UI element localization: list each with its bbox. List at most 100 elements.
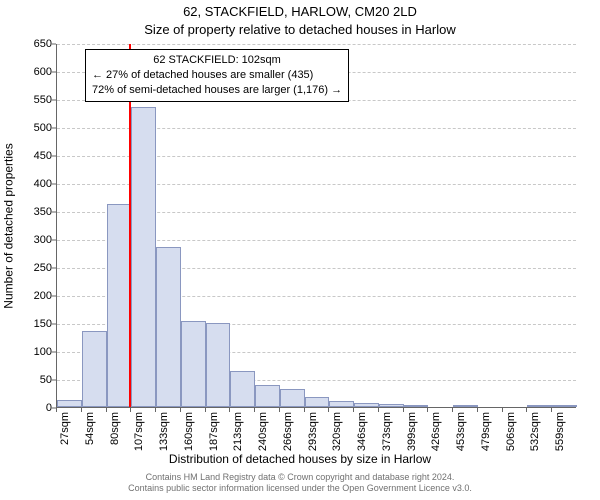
- histogram-bar: [156, 247, 181, 407]
- x-tick-mark: [378, 408, 379, 412]
- x-tick-mark: [427, 408, 428, 412]
- x-tick-mark: [229, 408, 230, 412]
- chart-container: 62, STACKFIELD, HARLOW, CM20 2LD Size of…: [0, 0, 600, 500]
- y-tick-mark: [52, 100, 56, 101]
- histogram-bar: [329, 401, 354, 407]
- y-tick-label: 150: [22, 318, 52, 330]
- info-box: 62 STACKFIELD: 102sqm← 27% of detached h…: [85, 49, 349, 102]
- y-tick-label: 400: [22, 178, 52, 190]
- x-tick-mark: [155, 408, 156, 412]
- y-tick-mark: [52, 324, 56, 325]
- x-tick-label: 373sqm: [381, 412, 393, 451]
- info-box-line: ← 27% of detached houses are smaller (43…: [92, 68, 342, 83]
- histogram-bar: [552, 405, 577, 407]
- gridline: [57, 44, 576, 45]
- histogram-bar: [206, 323, 231, 407]
- histogram-bar: [107, 204, 132, 407]
- chart-title-main: 62, STACKFIELD, HARLOW, CM20 2LD: [0, 4, 600, 19]
- y-tick-label: 0: [22, 402, 52, 414]
- y-tick-label: 500: [22, 122, 52, 134]
- histogram-bar: [404, 405, 429, 407]
- x-tick-mark: [279, 408, 280, 412]
- histogram-bar: [82, 331, 107, 407]
- x-tick-mark: [477, 408, 478, 412]
- x-tick-mark: [254, 408, 255, 412]
- x-tick-mark: [180, 408, 181, 412]
- info-box-line: 72% of semi-detached houses are larger (…: [92, 83, 342, 98]
- histogram-bar: [354, 403, 379, 407]
- y-axis-label: Number of detached properties: [2, 44, 16, 408]
- histogram-bar: [230, 371, 255, 407]
- y-tick-label: 550: [22, 94, 52, 106]
- x-tick-mark: [353, 408, 354, 412]
- plot-area: 62 STACKFIELD: 102sqm← 27% of detached h…: [56, 44, 576, 408]
- y-tick-mark: [52, 72, 56, 73]
- x-tick-label: 107sqm: [133, 412, 145, 451]
- x-tick-label: 160sqm: [183, 412, 195, 451]
- x-tick-label: 559sqm: [554, 412, 566, 451]
- chart-title-sub: Size of property relative to detached ho…: [0, 22, 600, 37]
- chart-footer: Contains HM Land Registry data © Crown c…: [0, 472, 600, 495]
- y-tick-mark: [52, 184, 56, 185]
- x-tick-label: 54sqm: [84, 412, 96, 445]
- histogram-bar: [280, 389, 305, 407]
- y-tick-label: 600: [22, 66, 52, 78]
- y-tick-label: 650: [22, 38, 52, 50]
- x-tick-mark: [81, 408, 82, 412]
- x-tick-label: 240sqm: [257, 412, 269, 451]
- histogram-bar: [181, 321, 206, 407]
- x-tick-mark: [130, 408, 131, 412]
- x-tick-label: 213sqm: [232, 412, 244, 451]
- x-tick-mark: [304, 408, 305, 412]
- footer-line-2: Contains public sector information licen…: [0, 483, 600, 494]
- info-box-line: 62 STACKFIELD: 102sqm: [92, 53, 342, 68]
- x-tick-label: 320sqm: [331, 412, 343, 451]
- x-tick-label: 133sqm: [158, 412, 170, 451]
- y-tick-label: 450: [22, 150, 52, 162]
- y-tick-label: 350: [22, 206, 52, 218]
- x-tick-mark: [205, 408, 206, 412]
- x-tick-label: 266sqm: [282, 412, 294, 451]
- x-axis-label: Distribution of detached houses by size …: [0, 452, 600, 466]
- x-tick-label: 293sqm: [307, 412, 319, 451]
- histogram-bar: [255, 385, 280, 407]
- y-tick-label: 100: [22, 346, 52, 358]
- y-tick-mark: [52, 380, 56, 381]
- y-tick-mark: [52, 240, 56, 241]
- histogram-bar: [57, 400, 82, 407]
- histogram-bar: [305, 397, 330, 407]
- y-tick-label: 200: [22, 290, 52, 302]
- x-tick-label: 399sqm: [406, 412, 418, 451]
- y-tick-mark: [52, 296, 56, 297]
- y-tick-mark: [52, 128, 56, 129]
- x-tick-mark: [551, 408, 552, 412]
- x-tick-label: 80sqm: [109, 412, 121, 445]
- x-tick-label: 187sqm: [208, 412, 220, 451]
- y-tick-mark: [52, 352, 56, 353]
- histogram-bar: [131, 107, 156, 407]
- x-tick-mark: [328, 408, 329, 412]
- y-tick-mark: [52, 44, 56, 45]
- x-tick-mark: [403, 408, 404, 412]
- histogram-bar: [527, 405, 552, 407]
- x-tick-label: 453sqm: [455, 412, 467, 451]
- x-tick-label: 346sqm: [356, 412, 368, 451]
- y-tick-label: 250: [22, 262, 52, 274]
- y-tick-label: 50: [22, 374, 52, 386]
- y-tick-mark: [52, 212, 56, 213]
- y-tick-mark: [52, 268, 56, 269]
- footer-line-1: Contains HM Land Registry data © Crown c…: [0, 472, 600, 483]
- x-tick-mark: [56, 408, 57, 412]
- y-axis-label-text: Number of detached properties: [2, 143, 16, 308]
- x-tick-mark: [106, 408, 107, 412]
- x-tick-label: 426sqm: [430, 412, 442, 451]
- y-tick-mark: [52, 156, 56, 157]
- x-tick-mark: [526, 408, 527, 412]
- x-tick-mark: [452, 408, 453, 412]
- histogram-bar: [379, 404, 404, 407]
- x-tick-label: 532sqm: [529, 412, 541, 451]
- x-tick-label: 27sqm: [59, 412, 71, 445]
- histogram-bar: [453, 405, 478, 407]
- x-tick-label: 506sqm: [505, 412, 517, 451]
- x-tick-label: 479sqm: [480, 412, 492, 451]
